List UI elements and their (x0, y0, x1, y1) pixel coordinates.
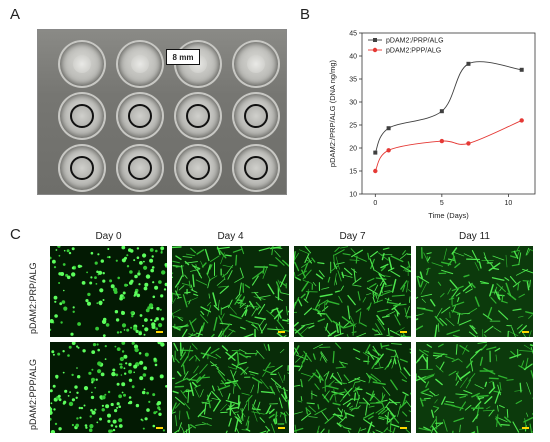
y-tick-label: 35 (349, 77, 357, 84)
cell-fluorescence (50, 342, 167, 433)
dna-content-chart: 10 15 20 25 30 35 40 45 0 5 10 Time (Days) pDAM2:/PR… (328, 31, 536, 220)
day-header: Day 11 (459, 231, 490, 242)
hydrogel-disc (186, 156, 210, 180)
panel-a-label: A (10, 6, 21, 23)
x-tick-label: 10 (504, 200, 512, 207)
data-point (386, 126, 391, 131)
well (116, 40, 164, 88)
y-tick-label: 25 (349, 123, 357, 130)
data-point (439, 109, 444, 114)
y-tick-label: 40 (349, 54, 357, 61)
legend-label: pDAM2:/PRP/ALG (386, 38, 444, 45)
hydrogel-disc (70, 156, 94, 180)
well (58, 40, 106, 88)
microscopy-image (416, 342, 533, 433)
cell-fluorescence (294, 246, 411, 337)
cell-fluorescence (294, 342, 411, 433)
y-tick-label: 20 (349, 146, 357, 153)
series-line (374, 119, 522, 172)
well (232, 40, 280, 88)
data-point (466, 61, 471, 66)
x-axis-label: Time (Days) (428, 211, 469, 220)
hydrogel-disc (186, 104, 210, 128)
microscopy-image (50, 342, 167, 433)
y-axis-label: pDAM2:/PRP/ALG (DNA ng/mg) (328, 59, 337, 167)
panel-b-label: B (300, 6, 311, 23)
hydrogel-disc (244, 104, 268, 128)
legend-label: pDAM2:PPP/ALG (386, 48, 441, 55)
row-label: pDAM2:PRP/ALG (28, 262, 38, 334)
microscopy-image (294, 342, 411, 433)
well (116, 144, 164, 192)
microscopy-image (294, 246, 411, 337)
hydrogel-disc (128, 156, 152, 180)
panel-c-label: C (10, 226, 21, 243)
data-point (519, 118, 524, 123)
scale-label: 8 mm (166, 49, 200, 65)
hydrogel-disc (244, 156, 268, 180)
hydrogel-disc (128, 104, 152, 128)
y-tick-label: 45 (349, 31, 357, 38)
cell-fluorescence (50, 246, 167, 337)
scale-bar (278, 427, 285, 429)
well (174, 144, 222, 192)
series-line (374, 61, 522, 153)
data-point (373, 150, 378, 155)
data-point (373, 168, 378, 174)
y-tick-label: 15 (349, 169, 357, 176)
cell-fluorescence (172, 342, 289, 433)
scale-bar (278, 331, 285, 333)
microscopy-image (172, 246, 289, 337)
legend-marker (373, 38, 377, 42)
data-point (439, 138, 445, 144)
microscopy-image (50, 246, 167, 337)
cell-fluorescence (416, 246, 533, 337)
data-point (519, 67, 524, 72)
well-plate-photo: 8 mm (37, 29, 287, 195)
day-header: Day 7 (339, 231, 366, 242)
row-label: pDAM2:PPP/ALG (28, 358, 38, 430)
x-tick-label: 0 (373, 200, 377, 207)
well (174, 92, 222, 140)
well (232, 144, 280, 192)
scale-bar (522, 427, 529, 429)
x-tick-label: 5 (440, 200, 444, 207)
well (58, 92, 106, 140)
hydrogel-disc (247, 55, 265, 73)
well (58, 144, 106, 192)
microscopy-image (172, 342, 289, 433)
data-point (386, 148, 391, 153)
scale-bar (156, 331, 163, 333)
legend-marker (372, 47, 378, 53)
cell-fluorescence (416, 342, 533, 433)
day-header: Day 0 (95, 231, 122, 242)
y-tick-label: 10 (349, 192, 357, 199)
scale-bar (156, 427, 163, 429)
y-tick-label: 30 (349, 100, 357, 107)
data-point (466, 141, 471, 146)
day-header: Day 4 (217, 231, 244, 242)
hydrogel-disc (73, 55, 91, 73)
hydrogel-disc (131, 55, 149, 73)
cell-fluorescence (172, 246, 289, 337)
microscopy-image (416, 246, 533, 337)
scale-bar (400, 427, 407, 429)
scale-bar (522, 331, 529, 333)
plot-frame (361, 32, 536, 195)
well (116, 92, 164, 140)
well (232, 92, 280, 140)
scale-bar (400, 331, 407, 333)
hydrogel-disc (70, 104, 94, 128)
